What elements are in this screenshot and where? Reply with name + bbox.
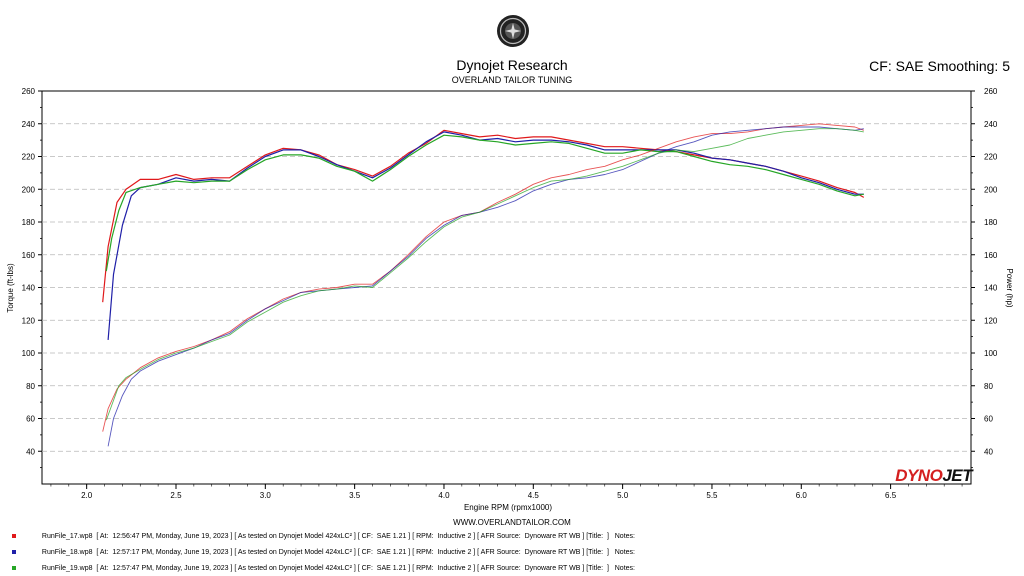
x-tick-label: 6.5 — [885, 491, 897, 500]
y-tick-label-right: 160 — [984, 251, 998, 260]
series-lines — [102, 123, 865, 447]
series-line-torque — [105, 134, 864, 272]
y-tick-label-left: 160 — [22, 251, 36, 260]
legend-row-run17: RunFile_17.wp8 [ At: 12:56:47 PM, Monday… — [8, 526, 635, 540]
x-tick-label: 5.0 — [617, 491, 629, 500]
legend-swatch-run19 — [11, 566, 16, 571]
chart-title: Dynojet Research — [456, 57, 568, 73]
y-tick-label-left: 140 — [22, 284, 36, 293]
legend-swatch-run17 — [11, 534, 16, 539]
legend-run-name: RunFile_19.wp8 — [41, 565, 93, 572]
y-tick-label-left: 60 — [26, 415, 35, 424]
legend-row-run18: RunFile_18.wp8 [ At: 12:57:17 PM, Monday… — [8, 542, 635, 556]
axes: 40 40 60 60 80 80 100 100 120 120 140 140 160 160 180 1… — [22, 87, 998, 500]
dynojet-brand-logo: DYNOJET — [895, 466, 972, 486]
legend-run-name: RunFile_17.wp8 — [41, 533, 93, 540]
y-tick-label-right: 60 — [984, 415, 993, 424]
legend-swatch-run18 — [11, 550, 16, 555]
y-tick-label-left: 220 — [22, 153, 36, 162]
brand-jet-text: JET — [942, 466, 972, 485]
dynojet-seal-logo — [497, 15, 529, 47]
x-tick-label: 5.5 — [706, 491, 718, 500]
y-axis-label-left: Torque (ft-lbs) — [6, 263, 15, 313]
correction-factor-label: CF: SAE Smoothing: 5 — [869, 58, 1010, 74]
legend-run-details: [ At: 12:57:17 PM, Monday, June 19, 2023… — [96, 549, 635, 556]
brand-dyno-text: DYNO — [895, 466, 943, 485]
series-line-power — [107, 126, 864, 447]
y-tick-label-right: 40 — [984, 447, 993, 456]
chart-subtitle: OVERLAND TAILOR TUNING — [451, 75, 573, 85]
y-tick-label-left: 80 — [26, 382, 35, 391]
legend-run-name: RunFile_18.wp8 — [41, 549, 93, 556]
x-tick-label: 4.5 — [528, 491, 540, 500]
legend-row-run19: RunFile_19.wp8 [ At: 12:57:47 PM, Monday… — [8, 558, 635, 572]
y-tick-label-right: 260 — [984, 87, 998, 96]
x-tick-label: 3.5 — [349, 491, 361, 500]
y-axis-label-right: Power (hp) — [1005, 268, 1014, 307]
y-tick-label-right: 80 — [984, 382, 993, 391]
y-tick-label-left: 200 — [22, 185, 36, 194]
y-tick-label-left: 240 — [22, 120, 36, 129]
x-tick-label: 6.0 — [796, 491, 808, 500]
y-tick-label-right: 140 — [984, 284, 998, 293]
y-tick-label-right: 200 — [984, 185, 998, 194]
x-tick-label: 2.0 — [81, 491, 93, 500]
x-axis-label: Engine RPM (rpmx1000) — [464, 503, 552, 512]
y-tick-label-right: 220 — [984, 153, 998, 162]
y-tick-label-right: 240 — [984, 120, 998, 129]
website-label: WWW.OVERLANDTAILOR.COM — [453, 518, 571, 527]
y-tick-label-left: 260 — [22, 87, 36, 96]
x-tick-label: 4.0 — [438, 491, 450, 500]
grid-lines — [42, 123, 971, 452]
legend-run-details: [ At: 12:57:47 PM, Monday, June 19, 2023… — [96, 565, 635, 572]
legend-run-details: [ At: 12:56:47 PM, Monday, June 19, 2023… — [96, 533, 635, 540]
series-line-torque — [107, 131, 864, 340]
y-tick-label-right: 100 — [984, 349, 998, 358]
x-tick-label: 3.0 — [260, 491, 272, 500]
y-tick-label-left: 40 — [26, 447, 35, 456]
y-tick-label-left: 100 — [22, 349, 36, 358]
y-tick-label-left: 120 — [22, 316, 36, 325]
series-line-power — [105, 128, 864, 421]
y-tick-label-left: 180 — [22, 218, 36, 227]
y-tick-label-right: 120 — [984, 316, 998, 325]
y-tick-label-right: 180 — [984, 218, 998, 227]
x-tick-label: 2.5 — [170, 491, 182, 500]
